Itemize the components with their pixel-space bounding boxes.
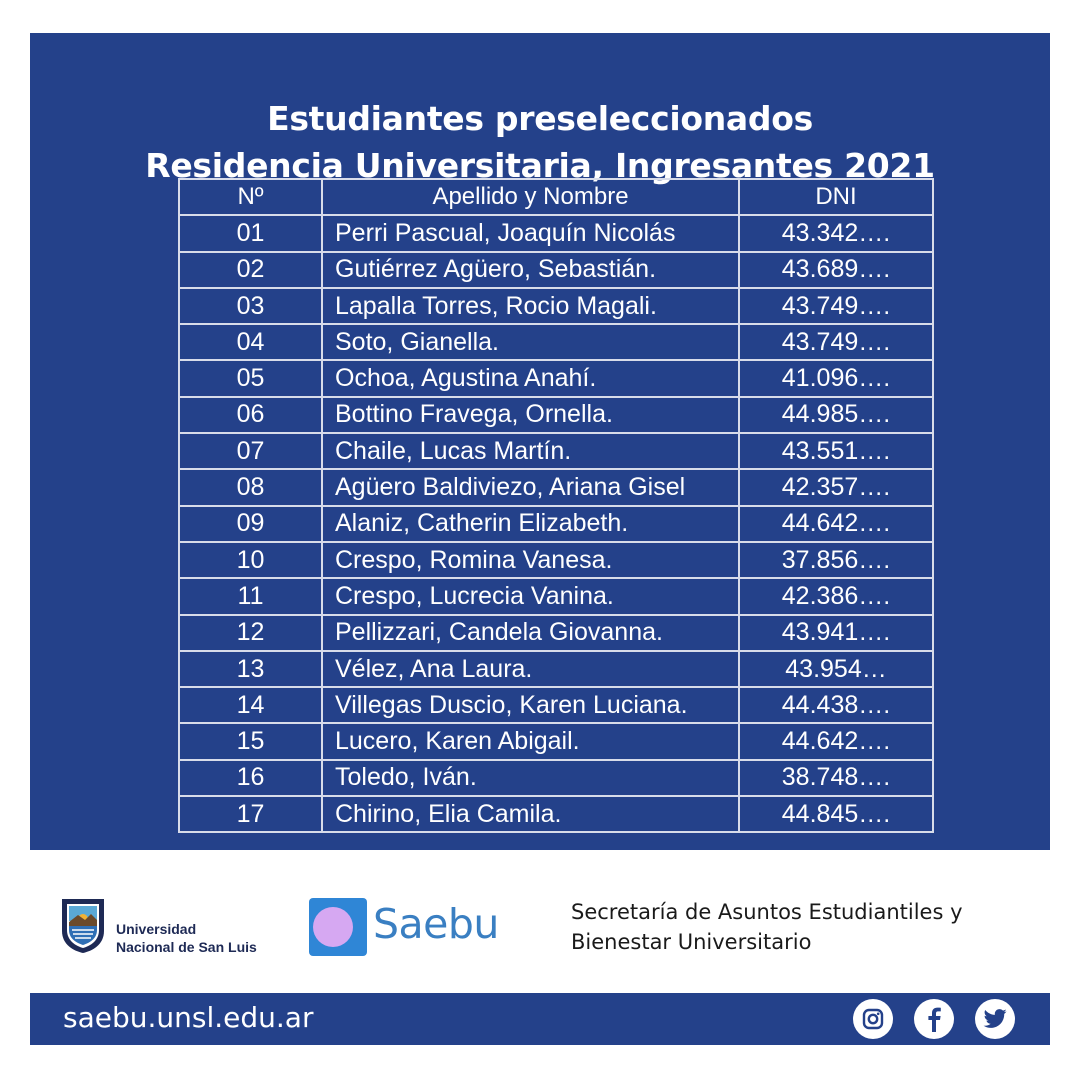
row-dni: 38.748…. — [738, 758, 934, 798]
row-number: 14 — [178, 686, 323, 725]
table-row: 06 Bottino Fravega, Ornella. 44.985…. — [178, 395, 934, 435]
row-name: Crespo, Lucrecia Vanina. — [321, 577, 740, 616]
row-number: 15 — [178, 722, 323, 761]
row-dni: 44.642…. — [738, 722, 934, 761]
row-dni: 44.845…. — [738, 795, 934, 834]
table-row: 07 Chaile, Lucas Martín. 43.551…. — [178, 432, 934, 471]
main-panel: Estudiantes preseleccionados Residencia … — [30, 33, 1050, 850]
row-name: Agüero Baldiviezo, Ariana Gisel — [321, 468, 740, 507]
row-number: 05 — [178, 359, 323, 398]
table-row: 02 Gutiérrez Agüero, Sebastián. 43.689…. — [178, 250, 934, 289]
table-row: 04 Soto, Gianella. 43.749…. — [178, 323, 934, 362]
row-dni: 43.954… — [738, 649, 934, 689]
table-row: 01 Perri Pascual, Joaquín Nicolás 43.342…. — [178, 214, 934, 253]
row-dni: 44.642…. — [738, 504, 934, 543]
row-number: 09 — [178, 504, 323, 543]
row-dni: 37.856…. — [738, 540, 934, 580]
table-body: 01 Perri Pascual, Joaquín Nicolás 43.342….… — [178, 214, 934, 834]
table-header-row: Nº Apellido y Nombre DNI — [178, 177, 934, 217]
row-number: 11 — [178, 577, 323, 616]
row-number: 13 — [178, 649, 323, 689]
table-row: 17 Chirino, Elia Camila. 44.845…. — [178, 795, 934, 834]
twitter-button[interactable] — [975, 999, 1015, 1039]
row-dni: 43.689…. — [738, 250, 934, 289]
row-number: 07 — [178, 432, 323, 471]
row-name: Bottino Fravega, Ornella. — [321, 395, 740, 435]
table-row: 12 Pellizzari, Candela Giovanna. 43.941…. — [178, 613, 934, 652]
table-row: 15 Lucero, Karen Abigail. 44.642…. — [178, 722, 934, 761]
row-dni: 43.749…. — [738, 286, 934, 326]
page-title: Estudiantes preseleccionados Residencia … — [30, 95, 1050, 189]
row-dni: 41.096…. — [738, 359, 934, 398]
row-dni: 43.941…. — [738, 613, 934, 652]
row-dni: 43.749…. — [738, 323, 934, 362]
row-dni: 42.357…. — [738, 468, 934, 507]
row-name: Lucero, Karen Abigail. — [321, 722, 740, 761]
row-name: Crespo, Romina Vanesa. — [321, 540, 740, 580]
row-dni: 42.386…. — [738, 577, 934, 616]
saebu-logo-icon — [309, 898, 367, 956]
row-name: Chaile, Lucas Martín. — [321, 432, 740, 471]
row-name: Gutiérrez Agüero, Sebastián. — [321, 250, 740, 289]
website-link[interactable]: saebu.unsl.edu.ar — [63, 1001, 314, 1034]
row-name: Toledo, Iván. — [321, 758, 740, 798]
facebook-button[interactable] — [914, 999, 954, 1039]
row-number: 17 — [178, 795, 323, 834]
row-dni: 43.342…. — [738, 214, 934, 253]
row-name: Ochoa, Agustina Anahí. — [321, 359, 740, 398]
row-name: Soto, Gianella. — [321, 323, 740, 362]
row-name: Vélez, Ana Laura. — [321, 649, 740, 689]
table-row: 13 Vélez, Ana Laura. 43.954… — [178, 649, 934, 689]
header-name: Apellido y Nombre — [321, 177, 740, 217]
secretaria-line-2: Bienestar Universitario — [571, 930, 812, 954]
table-row: 03 Lapalla Torres, Rocio Magali. 43.749…. — [178, 286, 934, 326]
row-number: 10 — [178, 540, 323, 580]
row-name: Lapalla Torres, Rocio Magali. — [321, 286, 740, 326]
row-number: 01 — [178, 214, 323, 253]
secretaria-name: Secretaría de Asuntos Estudiantiles y Bi… — [571, 897, 963, 957]
row-name: Perri Pascual, Joaquín Nicolás — [321, 214, 740, 253]
row-number: 03 — [178, 286, 323, 326]
row-name: Alaniz, Catherin Elizabeth. — [321, 504, 740, 543]
university-name: Universidad Nacional de San Luis — [116, 920, 257, 956]
unsl-logo-icon — [62, 899, 104, 953]
instagram-button[interactable] — [853, 999, 893, 1039]
twitter-icon — [983, 1009, 1007, 1028]
header-number: Nº — [178, 177, 323, 217]
table-row: 11 Crespo, Lucrecia Vanina. 42.386…. — [178, 577, 934, 616]
instagram-icon — [862, 1008, 884, 1030]
row-dni: 44.438…. — [738, 686, 934, 725]
university-line-1: Universidad — [116, 921, 197, 937]
header-dni: DNI — [738, 177, 934, 217]
footer-bar: saebu.unsl.edu.ar — [30, 993, 1050, 1045]
table-row: 10 Crespo, Romina Vanesa. 37.856…. — [178, 540, 934, 580]
secretaria-line-1: Secretaría de Asuntos Estudiantiles y — [571, 900, 963, 924]
row-number: 08 — [178, 468, 323, 507]
row-number: 16 — [178, 758, 323, 798]
row-name: Villegas Duscio, Karen Luciana. — [321, 686, 740, 725]
facebook-icon — [928, 1007, 941, 1032]
row-number: 06 — [178, 395, 323, 435]
saebu-wordmark: Saebu — [373, 900, 499, 948]
title-line-1: Estudiantes preseleccionados — [267, 99, 813, 138]
table-row: 09 Alaniz, Catherin Elizabeth. 44.642…. — [178, 504, 934, 543]
row-number: 12 — [178, 613, 323, 652]
row-dni: 44.985…. — [738, 395, 934, 435]
university-line-2: Nacional de San Luis — [116, 939, 257, 955]
table-row: 08 Agüero Baldiviezo, Ariana Gisel 42.357…… — [178, 468, 934, 507]
row-number: 04 — [178, 323, 323, 362]
table-row: 14 Villegas Duscio, Karen Luciana. 44.438…… — [178, 686, 934, 725]
table-row: 05 Ochoa, Agustina Anahí. 41.096…. — [178, 359, 934, 398]
row-name: Pellizzari, Candela Giovanna. — [321, 613, 740, 652]
row-dni: 43.551…. — [738, 432, 934, 471]
row-number: 02 — [178, 250, 323, 289]
students-table: Nº Apellido y Nombre DNI 01 Perri Pascual… — [178, 177, 934, 834]
table-row: 16 Toledo, Iván. 38.748…. — [178, 758, 934, 798]
row-name: Chirino, Elia Camila. — [321, 795, 740, 834]
